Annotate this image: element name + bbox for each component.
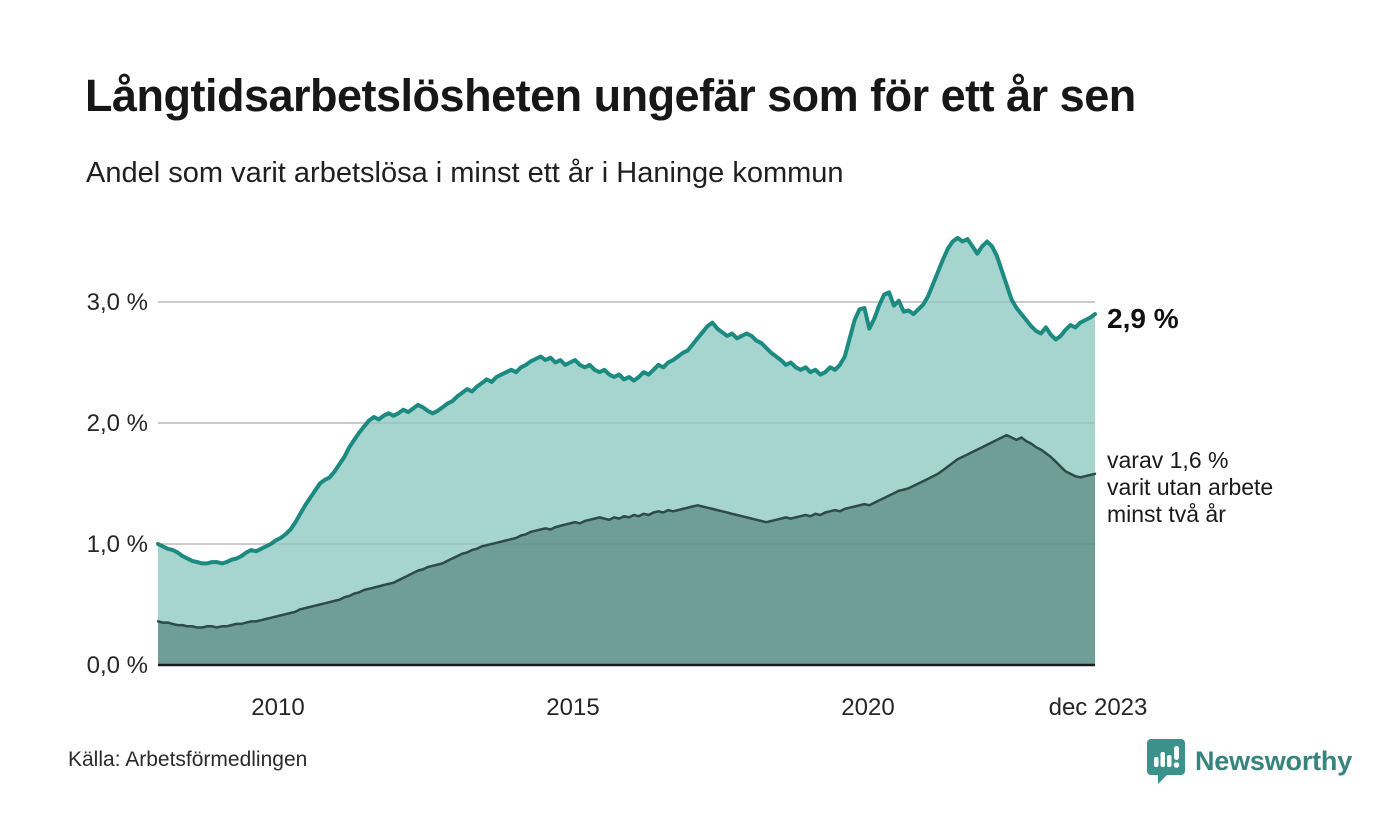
x-tick-2010: 2010 [251,694,304,721]
area-line-minst-ett-ar [156,235,1097,566]
page-subtitle: Andel som varit arbetslösa i minst ett å… [86,157,844,189]
secondary-note-line-1: varav 1,6 % [1107,447,1229,473]
x-tick-2020: 2020 [841,694,894,721]
area-fill-minst-tva-ar [158,435,1095,665]
y-tick-0: 0,0 % [87,652,148,679]
brand-name: Newsworthy [1195,745,1353,776]
secondary-note-line-2: varit utan arbete [1107,474,1274,500]
end-value-label: 2,9 % [1107,303,1179,334]
secondary-series-note: varav 1,6 % varit utan arbete minst två … [1107,447,1273,528]
y-tick-1: 1,0 % [87,531,148,558]
brand-lockup: Newsworthy [1146,737,1352,785]
x-tick-2015: 2015 [546,694,599,721]
area-chart: 3,0 % 2,0 % 1,0 % 0,0 % 2010 2015 2020 d… [87,235,1148,721]
secondary-note-line-3: minst två år [1107,501,1226,527]
y-tick-3: 3,0 % [87,289,148,316]
newsworthy-logo-icon [1147,739,1185,784]
x-tick-dec-2023: dec 2023 [1049,694,1148,721]
source-attribution: Källa: Arbetsförmedlingen [68,748,308,771]
page-title: Långtidsarbetslösheten ungefär som för e… [85,70,1136,121]
y-tick-2: 2,0 % [87,410,148,437]
area-line-minst-tva-ar [156,433,1097,629]
